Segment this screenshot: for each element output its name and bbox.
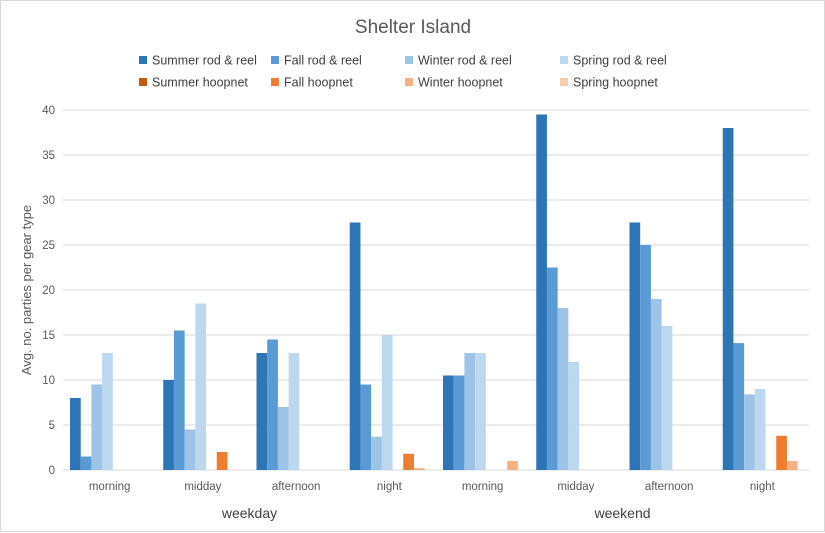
bar <box>195 303 207 470</box>
legend-label: Winter rod & reel <box>418 54 512 68</box>
bar <box>371 436 382 470</box>
bar <box>661 326 673 470</box>
bar <box>360 384 372 470</box>
legend-swatch <box>405 56 413 64</box>
bar <box>413 468 425 470</box>
legend-swatch <box>139 78 147 86</box>
legend-swatch <box>405 78 413 86</box>
bar <box>640 245 651 470</box>
y-tick-label: 5 <box>49 420 55 432</box>
legend-label: Spring rod & reel <box>573 54 667 68</box>
legend-label: Winter hoopnet <box>418 76 503 90</box>
bar <box>288 353 300 470</box>
bar <box>216 452 228 470</box>
x-tick-label: midday <box>184 481 221 493</box>
bar <box>629 222 641 470</box>
legend-swatch <box>271 56 279 64</box>
y-tick-label: 15 <box>42 330 55 342</box>
bar <box>722 128 734 470</box>
bar <box>91 384 103 470</box>
bar <box>349 222 361 470</box>
y-tick-label: 35 <box>42 150 55 162</box>
bar <box>650 299 662 470</box>
bar <box>744 394 755 470</box>
x-tick-label: midday <box>557 481 594 493</box>
legend-swatch <box>560 56 568 64</box>
x-tick-label: night <box>750 481 776 493</box>
legend-label: Fall rod & reel <box>284 54 362 68</box>
bar <box>754 389 766 470</box>
legend-label: Fall hoopnet <box>284 76 353 90</box>
bar <box>256 353 268 470</box>
bar <box>453 375 465 470</box>
bar <box>568 362 580 470</box>
y-tick-label: 0 <box>49 465 55 477</box>
legend-swatch <box>271 78 279 86</box>
bar <box>381 335 393 470</box>
x-tick-label: morning <box>462 481 504 493</box>
y-tick-label: 10 <box>42 375 55 387</box>
bar <box>70 398 81 470</box>
x-tick-label: night <box>377 481 403 493</box>
bar <box>102 353 113 470</box>
bar <box>507 461 518 470</box>
y-tick-label: 20 <box>42 285 55 297</box>
bar <box>163 380 174 470</box>
legend-label: Summer hoopnet <box>152 76 248 90</box>
bar <box>267 339 278 470</box>
x-tick-label: morning <box>89 481 131 493</box>
bar <box>173 330 185 470</box>
x-tick-label: afternoon <box>645 481 694 493</box>
bar <box>403 453 414 470</box>
bar <box>184 429 196 470</box>
y-tick-label: 40 <box>42 105 55 117</box>
bar <box>776 435 787 470</box>
bar <box>277 407 289 470</box>
bar <box>464 353 476 470</box>
legend-label: Summer rod & reel <box>152 54 257 68</box>
y-tick-label: 25 <box>42 240 55 252</box>
chart-title: Shelter Island <box>355 17 471 38</box>
legend-swatch <box>139 56 147 64</box>
y-tick-label: 30 <box>42 195 55 207</box>
bar <box>536 114 547 470</box>
x-group-label: weekday <box>221 505 277 521</box>
y-axis-label: Avg. no. parties per gear type <box>19 205 34 375</box>
legend-label: Spring hoopnet <box>573 76 658 90</box>
bar <box>786 461 798 470</box>
bar <box>733 343 745 470</box>
bar <box>546 267 558 470</box>
x-tick-label: afternoon <box>272 481 321 493</box>
bar <box>443 375 454 470</box>
x-group-label: weekend <box>593 505 650 521</box>
bar <box>80 456 92 470</box>
legend-swatch <box>560 78 568 86</box>
bar <box>475 353 486 470</box>
bar <box>557 308 569 470</box>
